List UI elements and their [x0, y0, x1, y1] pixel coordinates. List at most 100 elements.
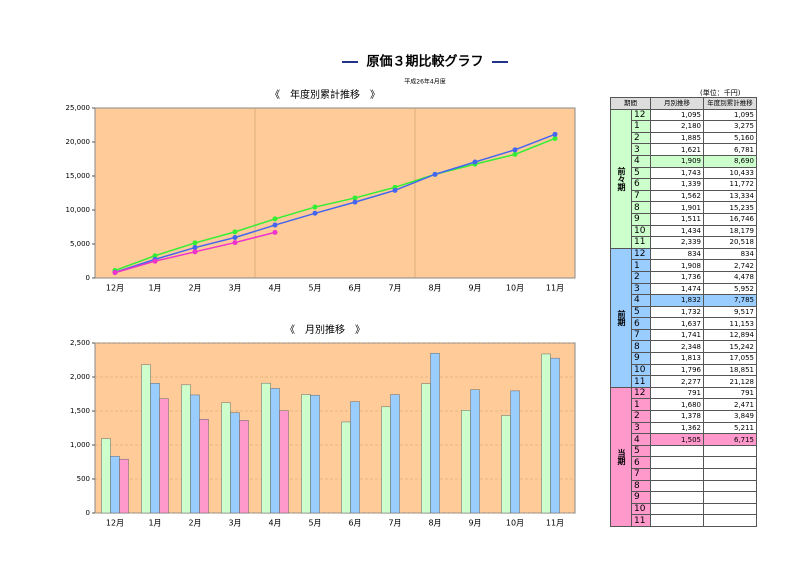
x-tick-label: 8月: [428, 284, 441, 293]
value-cell: 17,055: [703, 352, 757, 365]
x-tick-label: 12月: [106, 284, 124, 293]
table-row: 1 2,180 3,275: [611, 120, 757, 133]
value-cell: 2,339: [650, 236, 704, 249]
value-cell: 10,433: [703, 166, 757, 180]
value-cell: 1,743: [650, 166, 704, 180]
value-cell: 3,849: [703, 410, 757, 423]
point: [152, 258, 158, 264]
value-cell: [703, 514, 757, 527]
value-cell: 4,478: [703, 270, 757, 284]
month-cell: 3: [631, 282, 651, 296]
x-tick-label: 6月: [348, 284, 361, 293]
value-cell: 1,505: [650, 433, 704, 446]
point: [392, 187, 398, 193]
x-tick-label: 3月: [228, 519, 241, 528]
bar: [501, 415, 511, 514]
bar: [430, 353, 440, 514]
table-row: 6: [611, 456, 757, 469]
value-cell: 21,128: [703, 375, 757, 388]
value-cell: 1,095: [650, 108, 704, 122]
x-tick-label: 12月: [106, 519, 124, 528]
bar: [301, 394, 311, 514]
value-cell: 2,277: [650, 375, 704, 388]
value-cell: 1,885: [650, 131, 704, 145]
table-row: 2 1,378 3,849: [611, 410, 757, 423]
value-cell: 1,511: [650, 212, 704, 226]
point: [112, 270, 118, 276]
month-cell: 10: [631, 363, 651, 377]
month-cell: 9: [631, 212, 651, 226]
bar: [421, 383, 431, 514]
x-tick-label: 8月: [428, 519, 441, 528]
point: [312, 204, 318, 210]
value-cell: 7,785: [703, 294, 757, 307]
point: [552, 135, 558, 141]
value-cell: 1,813: [650, 352, 704, 365]
bar: [101, 438, 111, 514]
y-tick-label: 2,000: [70, 373, 90, 381]
value-cell: 5,160: [703, 131, 757, 145]
value-cell: 18,851: [703, 363, 757, 377]
series-line: [114, 137, 556, 272]
value-cell: 834: [703, 247, 757, 261]
month-cell: 2: [631, 270, 651, 284]
value-cell: 12,894: [703, 328, 757, 342]
value-cell: [650, 479, 704, 493]
table-row: 10 1,434 18,179: [611, 224, 757, 238]
point: [272, 229, 278, 235]
month-cell: 6: [631, 456, 651, 469]
table-row: 当期 12 791 791: [610, 386, 757, 527]
point: [232, 240, 238, 246]
unit-label: (単位：千円): [700, 89, 741, 97]
table-row: 1 1,680 2,471: [611, 398, 757, 412]
point: [192, 240, 198, 246]
y-tick-label: 1,000: [70, 441, 90, 449]
x-tick-label: 7月: [388, 519, 401, 528]
value-cell: 1,732: [650, 305, 704, 319]
table-row: 4 1,832 7,785: [611, 294, 757, 307]
bar: [110, 456, 120, 514]
month-cell: 6: [631, 178, 651, 191]
point: [472, 159, 478, 165]
value-cell: [703, 479, 757, 493]
table-row: 4 1,909 8,690: [611, 154, 757, 168]
value-cell: 16,746: [703, 212, 757, 226]
table-row: 5 1,732 9,517: [611, 305, 757, 319]
value-cell: 5,211: [703, 421, 757, 435]
month-cell: 10: [631, 502, 651, 516]
point: [272, 216, 278, 222]
bar: [510, 390, 520, 514]
x-tick-label: 1月: [148, 519, 161, 528]
x-tick-label: 11月: [546, 519, 564, 528]
month-cell: 5: [631, 305, 651, 319]
value-cell: 1,434: [650, 224, 704, 238]
table-row: 8: [611, 479, 757, 493]
point: [552, 131, 558, 137]
table-row: 10: [611, 502, 757, 516]
month-cell: 11: [631, 514, 651, 527]
bar: [381, 406, 391, 514]
x-tick-label: 2月: [188, 519, 201, 528]
value-cell: 5,952: [703, 282, 757, 296]
value-cell: 1,621: [650, 143, 704, 156]
month-cell: 2: [631, 410, 651, 423]
x-tick-label: 4月: [268, 284, 281, 293]
point: [232, 229, 238, 235]
month-cell: 9: [631, 491, 651, 504]
x-tick-label: 7月: [388, 284, 401, 293]
table-row: 11: [611, 514, 757, 527]
table-row: 9: [611, 491, 757, 504]
bar: [199, 419, 209, 514]
value-cell: 1,832: [650, 294, 704, 307]
month-cell: 12: [631, 108, 651, 122]
month-cell: 11: [631, 236, 651, 249]
table-row: 11 2,277 21,128: [611, 375, 757, 388]
month-cell: 8: [631, 479, 651, 493]
month-cell: 4: [631, 433, 651, 446]
value-cell: 20,518: [703, 236, 757, 249]
point: [192, 245, 198, 251]
table-row: 2 1,736 4,478: [611, 270, 757, 284]
bar: [230, 412, 240, 514]
bar: [159, 398, 169, 514]
